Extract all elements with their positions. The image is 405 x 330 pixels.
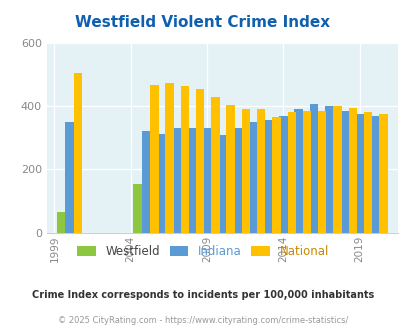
Bar — [309, 104, 317, 233]
Bar — [302, 111, 311, 233]
Bar — [202, 128, 211, 233]
Bar — [362, 223, 370, 233]
Bar — [226, 105, 234, 233]
Bar — [279, 115, 287, 233]
Bar — [301, 223, 309, 233]
Bar — [157, 134, 165, 233]
Bar — [233, 128, 241, 233]
Bar — [348, 108, 356, 233]
Bar — [209, 209, 217, 233]
Bar — [286, 212, 294, 233]
Bar — [240, 211, 248, 233]
Text: Westfield Violent Crime Index: Westfield Violent Crime Index — [75, 15, 330, 30]
Bar — [346, 228, 355, 233]
Bar — [150, 85, 158, 233]
Bar — [180, 85, 189, 233]
Bar — [339, 111, 348, 233]
Bar — [256, 109, 265, 233]
Bar — [272, 117, 280, 233]
Bar — [248, 122, 256, 233]
Bar — [148, 212, 157, 233]
Bar — [164, 201, 172, 233]
Bar — [211, 97, 219, 233]
Bar — [217, 135, 226, 233]
Bar — [196, 89, 204, 233]
Bar — [263, 120, 272, 233]
Bar — [363, 113, 371, 233]
Bar — [224, 201, 233, 233]
Bar — [294, 109, 302, 233]
Bar — [255, 198, 263, 233]
Bar — [172, 128, 180, 233]
Bar — [287, 113, 295, 233]
Bar — [65, 122, 74, 233]
Bar — [165, 83, 173, 233]
Bar — [333, 106, 341, 233]
Bar — [179, 193, 187, 233]
Bar — [74, 73, 82, 233]
Text: Crime Index corresponds to incidents per 100,000 inhabitants: Crime Index corresponds to incidents per… — [32, 290, 373, 300]
Bar — [331, 226, 339, 233]
Bar — [270, 201, 279, 233]
Bar — [316, 218, 324, 233]
Text: © 2025 CityRating.com - https://www.cityrating.com/crime-statistics/: © 2025 CityRating.com - https://www.city… — [58, 316, 347, 325]
Bar — [141, 131, 150, 233]
Bar — [187, 128, 196, 233]
Bar — [355, 114, 363, 233]
Bar — [370, 115, 378, 233]
Bar — [317, 111, 326, 233]
Bar — [324, 106, 333, 233]
Legend: Westfield, Indiana, National: Westfield, Indiana, National — [72, 241, 333, 263]
Bar — [194, 207, 202, 233]
Bar — [57, 212, 65, 233]
Bar — [133, 183, 141, 233]
Bar — [241, 109, 249, 233]
Bar — [378, 114, 387, 233]
